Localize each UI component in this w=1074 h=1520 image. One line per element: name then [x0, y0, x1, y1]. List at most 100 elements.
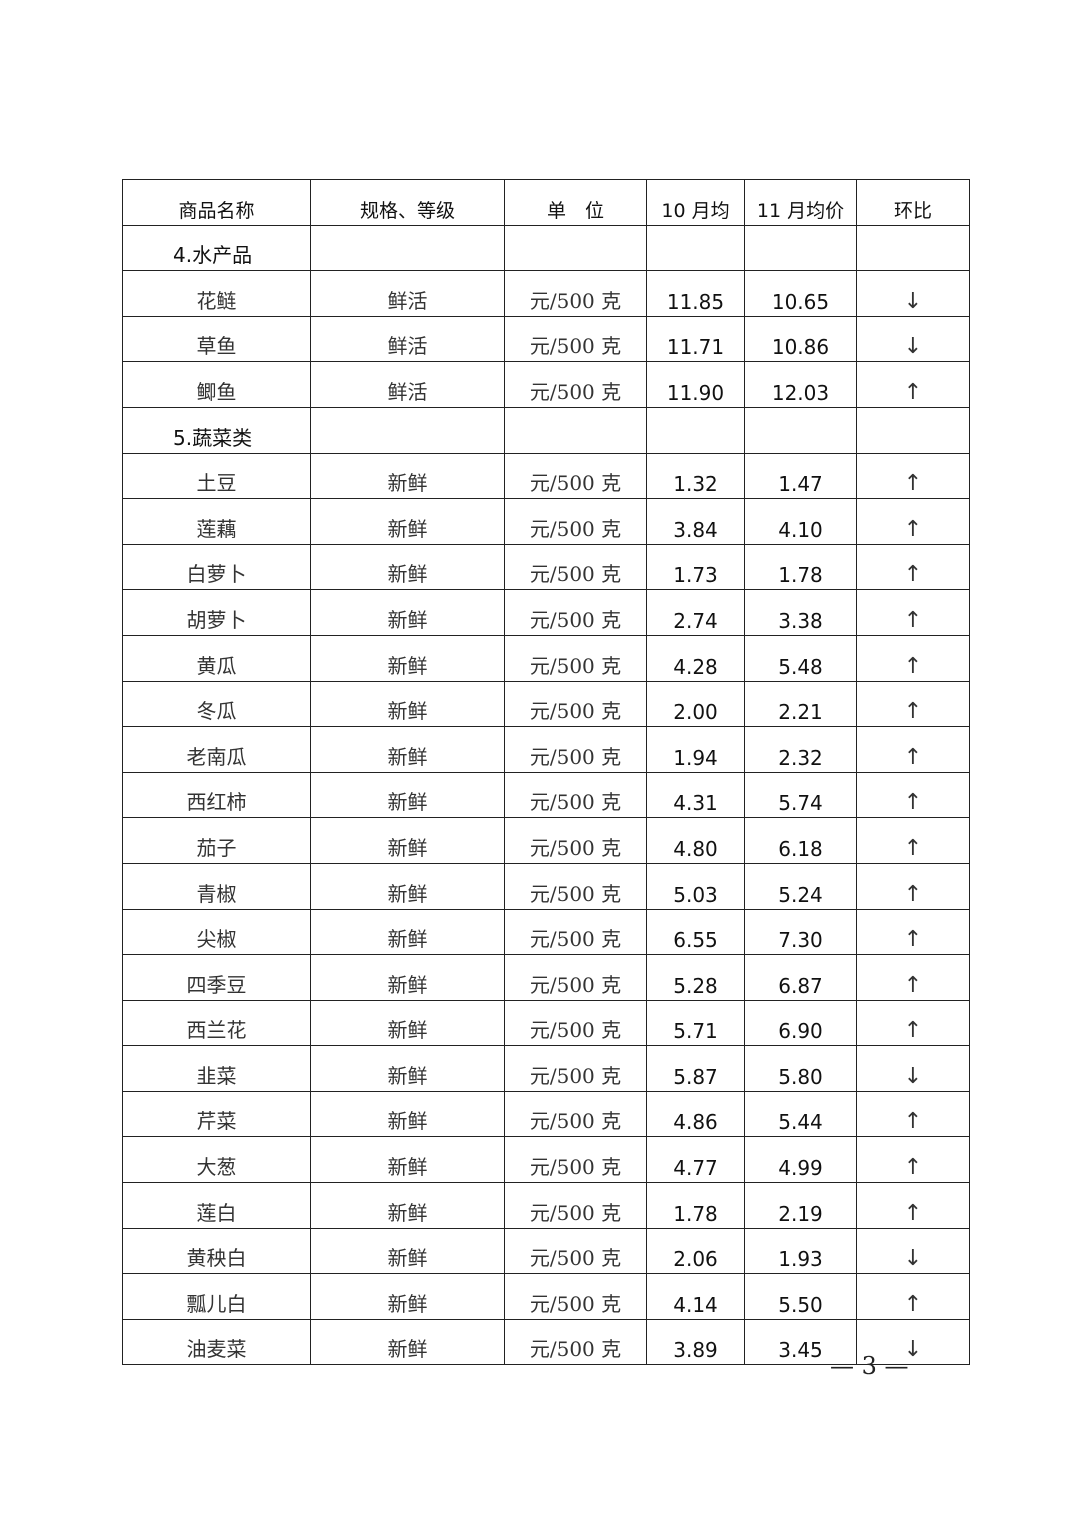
- mom-trend: ↑: [856, 680, 970, 728]
- header-mom: 环比: [856, 179, 970, 226]
- spec-grade: 新鲜: [310, 1273, 505, 1320]
- oct-avg-price: 2.00: [646, 680, 745, 728]
- oct-avg-price: 5.28: [646, 954, 745, 1001]
- product-name: 土豆: [122, 452, 311, 500]
- oct-avg-price: 4.86: [646, 1090, 745, 1138]
- mom-trend: ↑: [856, 771, 970, 819]
- nov-avg-price: 1.93: [744, 1227, 857, 1275]
- spec-grade: 新鲜: [310, 680, 505, 728]
- product-name: 黄瓜: [122, 634, 311, 682]
- mom-trend: ↓: [856, 1227, 970, 1275]
- mom-trend: ↑: [856, 908, 970, 956]
- nov-avg-price: 10.86: [744, 315, 857, 363]
- table-row: 莲藕 新鲜 元/500 克 3.84 4.10 ↑: [122, 498, 970, 545]
- spec-grade: 新鲜: [310, 1227, 505, 1275]
- table-header-row: 商品名称 规格、等级 单 位 10 月均 11 月均价 环比: [122, 179, 970, 226]
- table-row: 冬瓜 新鲜 元/500 克 2.00 2.21 ↑: [122, 680, 970, 728]
- nov-avg-price: 7.30: [744, 908, 857, 956]
- spec-grade: 新鲜: [310, 589, 505, 636]
- nov-avg-price: 2.21: [744, 680, 857, 728]
- table-row: 老南瓜 新鲜 元/500 克 1.94 2.32 ↑: [122, 726, 970, 773]
- oct-avg-price: 4.80: [646, 817, 745, 864]
- spec-grade: 新鲜: [310, 726, 505, 773]
- spec-grade: 新鲜: [310, 908, 505, 956]
- nov-avg-price: 1.47: [744, 452, 857, 500]
- table-row: 莲白 新鲜 元/500 克 1.78 2.19 ↑: [122, 1182, 970, 1229]
- oct-avg-price: 1.32: [646, 452, 745, 500]
- mom-trend: ↑: [856, 1136, 970, 1184]
- product-name: 西红柿: [122, 771, 311, 819]
- spec-grade: 新鲜: [310, 1136, 505, 1184]
- spec-grade: 新鲜: [310, 1045, 505, 1092]
- header-name: 商品名称: [122, 179, 311, 226]
- nov-avg-price: 12.03: [744, 361, 857, 408]
- table-row: 花鲢 鲜活 元/500 克 11.85 10.65 ↓: [122, 270, 970, 317]
- mom-trend: ↑: [856, 726, 970, 773]
- nov-avg-price: 3.38: [744, 589, 857, 636]
- spec-grade: 新鲜: [310, 543, 505, 591]
- oct-avg-price: 11.85: [646, 270, 745, 317]
- mom-trend: ↑: [856, 999, 970, 1047]
- product-name: 大葱: [122, 1136, 311, 1184]
- mom-trend: ↑: [856, 361, 970, 408]
- table-row: 韭菜 新鲜 元/500 克 5.87 5.80 ↓: [122, 1045, 970, 1092]
- nov-avg-price: 5.48: [744, 634, 857, 682]
- header-spec: 规格、等级: [310, 179, 505, 226]
- table-row: 黄秧白 新鲜 元/500 克 2.06 1.93 ↓: [122, 1227, 970, 1275]
- table-row: 尖椒 新鲜 元/500 克 6.55 7.30 ↑: [122, 908, 970, 956]
- table-row: 大葱 新鲜 元/500 克 4.77 4.99 ↑: [122, 1136, 970, 1184]
- table-row: 茄子 新鲜 元/500 克 4.80 6.18 ↑: [122, 817, 970, 864]
- unit: 元/500 克: [504, 771, 647, 819]
- product-name: 油麦菜: [122, 1318, 311, 1366]
- unit: 元/500 克: [504, 270, 647, 317]
- unit: 元/500 克: [504, 999, 647, 1047]
- spec-grade: 新鲜: [310, 954, 505, 1001]
- empty-cell: [744, 224, 857, 272]
- table-row: 四季豆 新鲜 元/500 克 5.28 6.87 ↑: [122, 954, 970, 1001]
- mom-trend: ↑: [856, 589, 970, 636]
- table-row: 青椒 新鲜 元/500 克 5.03 5.24 ↑: [122, 862, 970, 910]
- oct-avg-price: 11.90: [646, 361, 745, 408]
- oct-avg-price: 6.55: [646, 908, 745, 956]
- mom-trend: ↑: [856, 954, 970, 1001]
- category-label: 4.水产品: [122, 224, 311, 272]
- table-row: 土豆 新鲜 元/500 克 1.32 1.47 ↑: [122, 452, 970, 500]
- unit: 元/500 克: [504, 1227, 647, 1275]
- spec-grade: 新鲜: [310, 862, 505, 910]
- mom-trend: ↑: [856, 1090, 970, 1138]
- unit: 元/500 克: [504, 361, 647, 408]
- unit: 元/500 克: [504, 680, 647, 728]
- spec-grade: 新鲜: [310, 771, 505, 819]
- nov-avg-price: 5.50: [744, 1273, 857, 1320]
- unit: 元/500 克: [504, 1045, 647, 1092]
- mom-trend: ↑: [856, 543, 970, 591]
- nov-avg-price: 1.78: [744, 543, 857, 591]
- product-name: 青椒: [122, 862, 311, 910]
- oct-avg-price: 4.14: [646, 1273, 745, 1320]
- nov-avg-price: 6.90: [744, 999, 857, 1047]
- oct-avg-price: 5.71: [646, 999, 745, 1047]
- table-row: 草鱼 鲜活 元/500 克 11.71 10.86 ↓: [122, 315, 970, 363]
- empty-cell: [646, 406, 745, 454]
- page-number: — 3 —: [830, 1352, 909, 1380]
- product-name: 黄秧白: [122, 1227, 311, 1275]
- category-label: 5.蔬菜类: [122, 406, 311, 454]
- product-name: 冬瓜: [122, 680, 311, 728]
- nov-avg-price: 5.24: [744, 862, 857, 910]
- spec-grade: 新鲜: [310, 1318, 505, 1366]
- product-name: 茄子: [122, 817, 311, 864]
- unit: 元/500 克: [504, 543, 647, 591]
- oct-avg-price: 5.03: [646, 862, 745, 910]
- product-name: 韭菜: [122, 1045, 311, 1092]
- nov-avg-price: 2.19: [744, 1182, 857, 1229]
- table-row: 黄瓜 新鲜 元/500 克 4.28 5.48 ↑: [122, 634, 970, 682]
- spec-grade: 新鲜: [310, 1090, 505, 1138]
- mom-trend: ↓: [856, 315, 970, 363]
- mom-trend: ↑: [856, 862, 970, 910]
- oct-avg-price: 4.31: [646, 771, 745, 819]
- nov-avg-price: 5.44: [744, 1090, 857, 1138]
- unit: 元/500 克: [504, 954, 647, 1001]
- header-nov-avg: 11 月均价: [744, 179, 857, 226]
- unit: 元/500 克: [504, 817, 647, 864]
- mom-trend: ↑: [856, 452, 970, 500]
